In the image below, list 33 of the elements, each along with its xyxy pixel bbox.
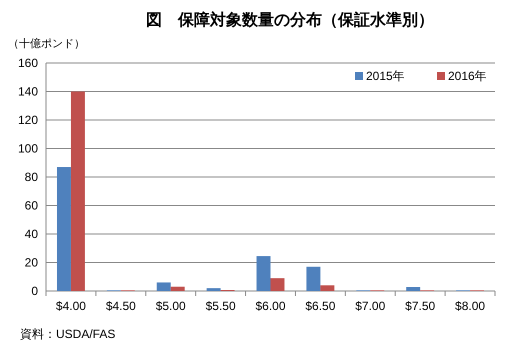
y-tick-label: 100	[18, 142, 38, 156]
y-tick-label: 80	[24, 170, 38, 184]
x-tick-label: $5.50	[206, 299, 236, 313]
y-tick-label: 20	[24, 256, 38, 270]
legend-label: 2016年	[448, 69, 487, 83]
x-tick-label: $6.00	[255, 299, 286, 313]
bar	[206, 288, 221, 291]
y-tick-label: 60	[24, 198, 38, 212]
y-tick-label: 0	[31, 284, 38, 298]
y-tick-label: 160	[18, 56, 38, 70]
bar	[56, 167, 71, 291]
legend-label: 2015年	[366, 69, 405, 83]
x-tick-label: $4.00	[56, 299, 86, 313]
x-tick-label: $8.00	[455, 299, 486, 313]
y-tick-label: 40	[24, 227, 38, 241]
text: 資料：USDA/FAS	[20, 327, 116, 341]
bar	[306, 266, 320, 291]
x-tick-label: $7.00	[355, 299, 386, 313]
x-tick-label: $4.50	[106, 299, 136, 313]
x-tick-label: $6.50	[305, 299, 336, 313]
bar	[320, 285, 334, 291]
bar	[156, 282, 171, 291]
x-tick-label: $5.00	[156, 299, 186, 313]
y-axis-title: （十億ポンド）	[8, 37, 85, 50]
y-tick-label: 140	[18, 84, 38, 98]
bar	[270, 278, 284, 291]
x-tick-label: $7.50	[405, 299, 436, 313]
bar	[406, 287, 420, 291]
bar	[170, 286, 185, 291]
y-tick-label: 120	[18, 113, 38, 127]
bar	[256, 256, 270, 291]
chart-title: 図 保障対象数量の分布（保証水準別）	[146, 10, 434, 29]
bar	[70, 92, 85, 291]
